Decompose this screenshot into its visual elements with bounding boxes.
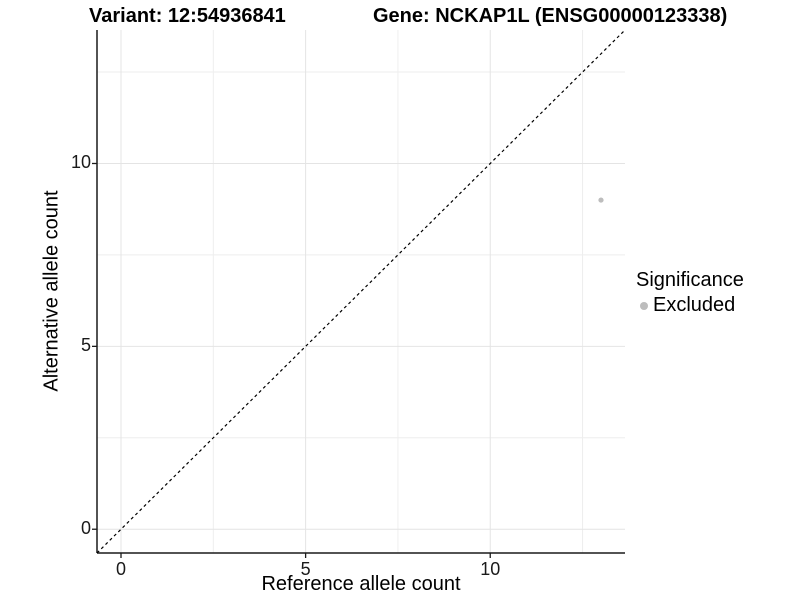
y-tick-label: 5 <box>80 335 91 356</box>
legend-item-excluded: Excluded <box>636 294 744 317</box>
identity-line <box>96 29 626 554</box>
x-axis-title: Reference allele count <box>261 573 461 595</box>
x-tick-label: 0 <box>115 559 126 579</box>
plot-canvas <box>92 29 626 558</box>
y-axis-title: Alternative allele count <box>40 190 63 392</box>
legend-item-label: Excluded <box>653 294 736 316</box>
excluded-point-icon <box>640 301 648 310</box>
data-point <box>598 197 604 203</box>
x-tick-label: 10 <box>480 559 501 579</box>
plot-panel <box>92 29 626 558</box>
gene-title: Gene: NCKAP1L (ENSG00000123338) <box>373 5 728 27</box>
y-tick-label: 10 <box>70 152 91 173</box>
x-tick-label: 5 <box>300 559 311 579</box>
legend-title: Significance <box>636 269 744 291</box>
legend: Significance Excluded <box>636 269 744 317</box>
y-tick-label: 0 <box>80 518 91 539</box>
variant-title: Variant: 12:54936841 <box>89 5 286 27</box>
